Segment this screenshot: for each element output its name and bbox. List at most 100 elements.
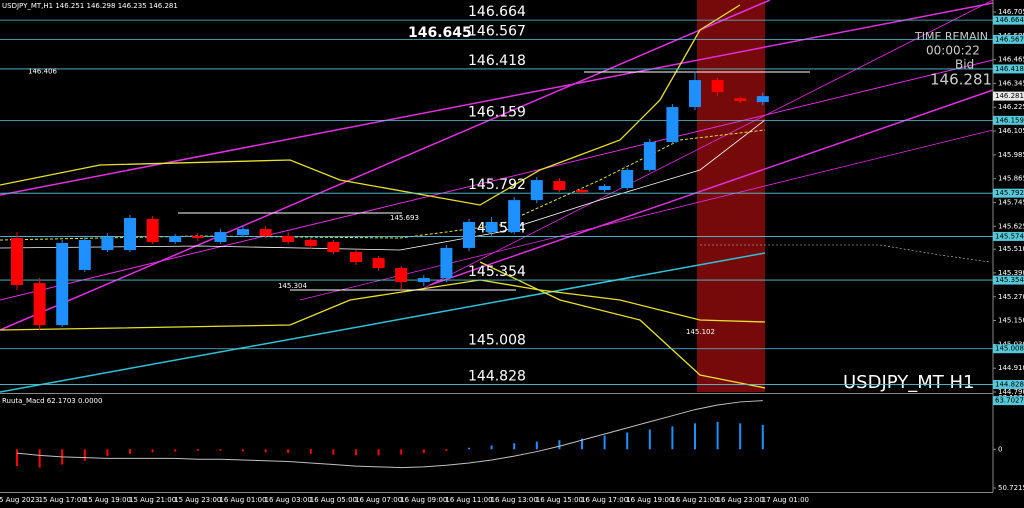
candle-body [463, 221, 475, 248]
signal-line [16, 400, 763, 469]
histogram-bar [739, 423, 742, 450]
x-tick-label: 15 Aug 23:00 [174, 496, 221, 504]
trend-line [299, 129, 994, 301]
histogram-bar [581, 438, 583, 450]
histogram-bar [196, 449, 199, 451]
candle-body [124, 217, 136, 251]
x-tick-label: 16 Aug 07:00 [355, 496, 402, 504]
band-upper [0, 4, 741, 206]
level-label: 146.567 [468, 23, 526, 39]
y-tick-label: 145.625 [998, 222, 1024, 230]
histogram-bar [377, 449, 380, 456]
histogram-bar [38, 449, 41, 468]
histogram-bar [219, 449, 222, 451]
x-tick-label: 16 Aug 19:00 [626, 496, 673, 504]
histogram-bar [648, 429, 651, 450]
y-tick-label: 145.510 [998, 245, 1024, 253]
y-tick-label: 145.150 [998, 317, 1024, 325]
candle-body [56, 242, 69, 326]
level-axis-box [993, 15, 1024, 25]
histogram-bar [242, 449, 244, 452]
y-tick-label: 0 [998, 445, 1002, 453]
symbol-label: USDJPY_MT H1 [843, 372, 974, 393]
trend-line [429, 89, 994, 286]
x-tick-label: 16 Aug 23:00 [717, 496, 764, 504]
level-label: 145.792 [468, 177, 526, 193]
candle-body [191, 236, 204, 239]
band-lower [479, 261, 766, 389]
bid-price: 146.281 [930, 71, 992, 89]
histogram-bar [761, 424, 764, 450]
x-tick-label: 15 Aug 21:00 [129, 496, 176, 504]
level-label: 146.664 [468, 4, 526, 20]
histogram-bar [400, 449, 403, 455]
candle-body [214, 232, 227, 242]
x-tick-label: 16 Aug 17:00 [581, 496, 628, 504]
trend-line [0, 59, 994, 301]
level-label: 145.354 [468, 264, 526, 280]
price-annotation: 145.102 [686, 328, 715, 336]
x-tick-label: 16 Aug 01:00 [219, 496, 266, 504]
x-tick-label: 16 Aug 09:00 [400, 496, 447, 504]
candle-body [553, 181, 566, 190]
histogram-bar [603, 435, 606, 450]
candle-body [282, 236, 295, 242]
level-label: 146.159 [468, 104, 526, 120]
candle-body [598, 186, 611, 190]
level-axis-label: 145.792 [995, 189, 1024, 197]
x-tick-label: 16 Aug 11:00 [445, 496, 492, 504]
candle-body [237, 229, 249, 236]
candle-body [756, 96, 769, 103]
price-annotation: 146.406 [28, 67, 57, 75]
histogram-bar [468, 447, 470, 450]
histogram-bar [287, 449, 290, 454]
candle-body [395, 267, 408, 283]
candle-body [33, 283, 46, 326]
level-axis-box [993, 188, 1024, 198]
candle-body [101, 237, 114, 251]
candle-body [711, 80, 724, 92]
level-axis-label: 145.574 [995, 232, 1024, 240]
indicator-title: Ruuta_Macd 62.1703 0.0000 [2, 397, 102, 405]
price-annotation: 145.693 [390, 214, 419, 222]
level-label: 145.008 [468, 333, 526, 349]
y-tick-label: 146.705 [998, 8, 1024, 16]
x-tick-label: 15 Aug 2023 [0, 496, 39, 504]
histogram-bar [151, 449, 154, 453]
y-tick-label: 145.985 [998, 151, 1024, 159]
trend-line [0, 0, 771, 331]
candle-body [259, 229, 272, 237]
x-tick-label: 16 Aug 03:00 [265, 496, 312, 504]
band-middle [0, 129, 766, 241]
time-zone [697, 0, 765, 392]
histogram-bar [716, 421, 719, 450]
candle-body [146, 218, 159, 242]
level-label: 144.828 [468, 368, 526, 384]
y-tick-label: 146.105 [998, 127, 1024, 135]
level-axis-label: 145.008 [995, 345, 1024, 353]
decorations [0, 0, 994, 493]
y-tick-label: 146.225 [998, 103, 1024, 111]
x-tick-label: 16 Aug 13:00 [491, 496, 538, 504]
level-axis-label: 144.828 [995, 380, 1024, 388]
y-tick-label: 50.7215 [998, 484, 1024, 492]
histogram-bar [490, 445, 493, 450]
candle-body [78, 240, 91, 270]
last-price-box [993, 91, 1024, 101]
level-label: 146.418 [468, 53, 526, 69]
y-tick-label: 145.865 [998, 175, 1024, 183]
candle-body [372, 258, 385, 268]
histogram-bar [106, 449, 109, 457]
trend-line [419, 0, 994, 291]
histogram-bar [129, 449, 131, 454]
bid-label: Bid [955, 58, 974, 72]
histogram-bar [174, 449, 177, 452]
x-tick-label: 16 Aug 05:00 [310, 496, 357, 504]
level-axis-label: 146.418 [995, 65, 1024, 73]
histogram-bar [513, 443, 516, 450]
histogram-bar [422, 449, 425, 454]
last-price-label: 146.281 [995, 92, 1024, 100]
